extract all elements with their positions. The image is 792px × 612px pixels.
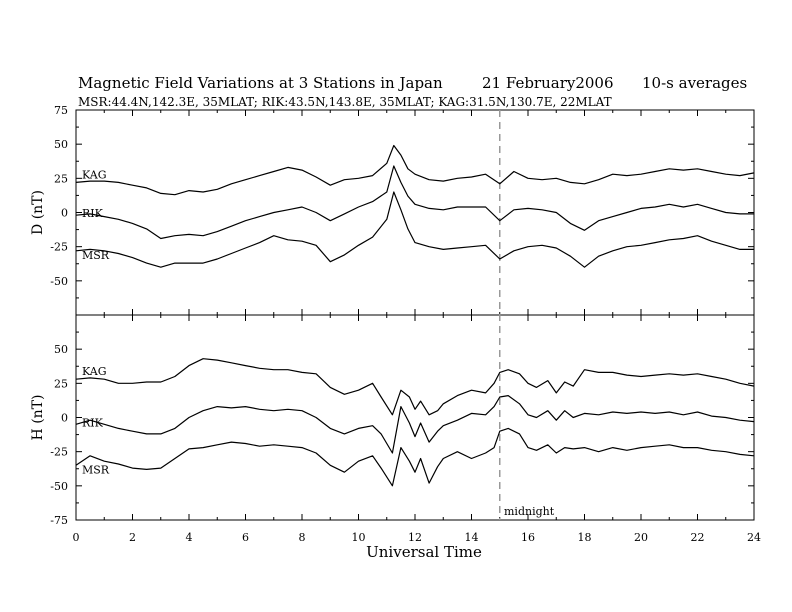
chart-averaging: 10-s averages (642, 74, 747, 92)
x-tick-label: 12 (408, 531, 422, 544)
x-tick-label: 6 (242, 531, 249, 544)
x-tick-label: 18 (578, 531, 592, 544)
y-tick-label: -25 (50, 446, 68, 459)
series-label-rik: RIK (82, 416, 104, 429)
y-tick-label: 25 (54, 377, 68, 390)
series-line-kag-panel-2 (75, 358, 755, 416)
x-tick-label: 10 (352, 531, 366, 544)
x-tick-label: 2 (129, 531, 136, 544)
y-tick-label: 50 (54, 343, 68, 356)
y-tick-label: 50 (54, 138, 68, 151)
series-label-msr: MSR (82, 249, 110, 262)
panel-h-frame (75, 314, 755, 521)
series-line-rik-panel-1 (75, 165, 754, 240)
y-axis-title: H (nT) (30, 395, 46, 441)
series-line-rik-panel-2 (75, 395, 755, 454)
y-tick-label: -25 (50, 241, 68, 254)
series-label-rik: RIK (82, 207, 104, 220)
midnight-label: midnight (504, 505, 555, 518)
y-tick-label: 25 (54, 172, 68, 185)
x-tick-label: 16 (521, 531, 535, 544)
chart-subtitle: MSR:44.4N,142.3E, 35MLAT; RIK:43.5N,143.… (78, 95, 612, 109)
x-tick-label: 4 (186, 531, 193, 544)
chart-date: 21 February2006 (482, 74, 614, 92)
x-tick-label: 20 (634, 531, 648, 544)
panel-d-frame (75, 109, 755, 316)
series-label-kag: KAG (82, 365, 107, 378)
y-tick-label: -75 (50, 514, 68, 527)
x-tick-label: 0 (73, 531, 80, 544)
y-tick-label: 0 (61, 207, 68, 220)
chart-title: Magnetic Field Variations at 3 Stations … (78, 74, 443, 92)
x-axis-title: Universal Time (366, 543, 482, 561)
series-label-msr: MSR (82, 463, 110, 476)
x-tick-label: 14 (465, 531, 479, 544)
y-tick-label: 0 (61, 412, 68, 425)
y-tick-label: 75 (54, 104, 68, 117)
y-axis-title: D (nT) (30, 190, 46, 235)
y-tick-label: -50 (50, 480, 68, 493)
series-line-msr-panel-2 (75, 427, 755, 487)
series-label-kag: KAG (82, 168, 107, 181)
x-tick-label: 22 (691, 531, 705, 544)
series-line-msr-panel-1 (75, 191, 754, 268)
x-tick-label: 8 (299, 531, 306, 544)
y-tick-label: -50 (50, 275, 68, 288)
series-line-kag-panel-1 (75, 144, 755, 196)
x-tick-label: 24 (747, 531, 761, 544)
